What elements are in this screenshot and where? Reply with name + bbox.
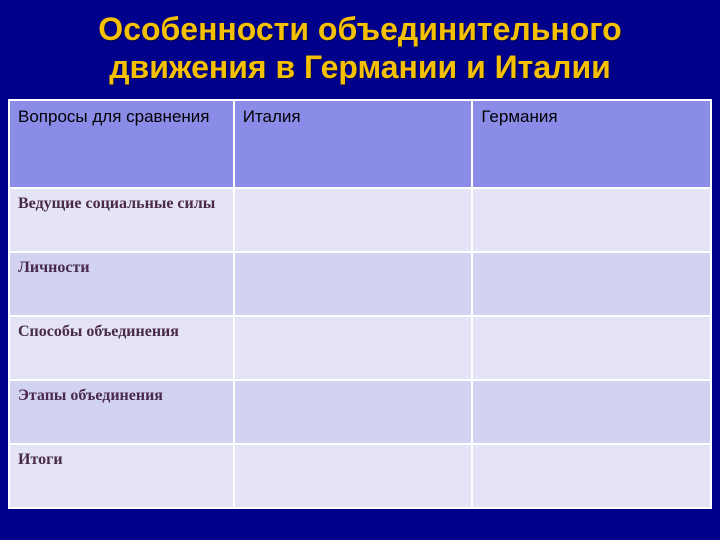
row-label: Личности (10, 253, 233, 315)
table-row: Личности (10, 253, 710, 315)
cell-germany (473, 189, 710, 251)
row-label: Итоги (10, 445, 233, 507)
table-row: Этапы объединения (10, 381, 710, 443)
table-row: Ведущие социальные силы (10, 189, 710, 251)
cell-italy (235, 381, 472, 443)
comparison-table-wrap: Вопросы для сравнения Италия Германия Ве… (8, 99, 712, 509)
row-label: Способы объединения (10, 317, 233, 379)
cell-germany (473, 317, 710, 379)
comparison-table: Вопросы для сравнения Италия Германия Ве… (8, 99, 712, 509)
cell-germany (473, 253, 710, 315)
col-header-germany: Германия (473, 101, 710, 187)
table-header-row: Вопросы для сравнения Италия Германия (10, 101, 710, 187)
cell-italy (235, 317, 472, 379)
slide: Особенности объединительного движения в … (0, 0, 720, 540)
row-label: Этапы объединения (10, 381, 233, 443)
row-label: Ведущие социальные силы (10, 189, 233, 251)
slide-title: Особенности объединительного движения в … (0, 0, 720, 99)
table-row: Итоги (10, 445, 710, 507)
table-row: Способы объединения (10, 317, 710, 379)
cell-italy (235, 253, 472, 315)
cell-germany (473, 381, 710, 443)
col-header-questions: Вопросы для сравнения (10, 101, 233, 187)
col-header-italy: Италия (235, 101, 472, 187)
cell-italy (235, 189, 472, 251)
cell-italy (235, 445, 472, 507)
cell-germany (473, 445, 710, 507)
